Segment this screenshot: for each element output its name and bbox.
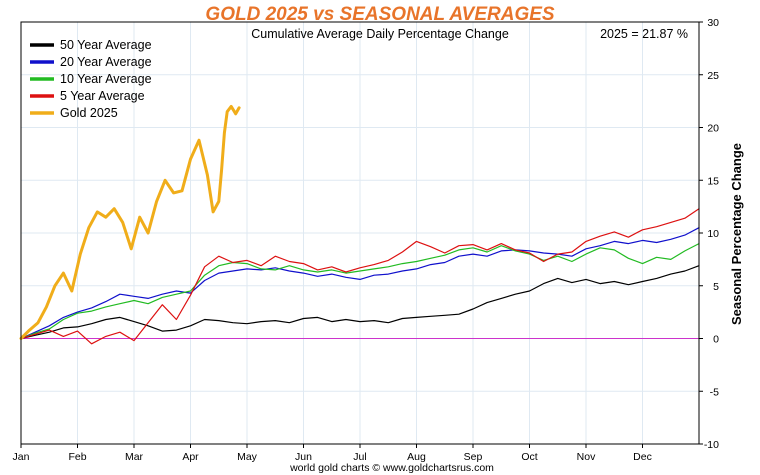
x-tick-label: Jun — [295, 451, 312, 463]
y-tick-label: 25 — [707, 70, 719, 82]
x-tick-label: Nov — [577, 451, 596, 463]
series-line-5-year-average — [20, 208, 700, 345]
legend: 50 Year Average 20 Year Average 10 Year Av… — [30, 38, 152, 120]
legend-label: Gold 2025 — [60, 106, 118, 120]
x-tick-label: Oct — [521, 451, 537, 463]
y-tick-label: -10 — [704, 439, 719, 451]
x-tick-label: Aug — [407, 451, 426, 463]
y-tick-label: 10 — [707, 228, 719, 240]
x-tick-label: Feb — [68, 451, 86, 463]
series-line-10-year-average — [20, 243, 700, 340]
legend-label: 5 Year Average — [60, 89, 145, 103]
y-tick-label: 30 — [707, 17, 719, 29]
y-tick-label: 0 — [713, 334, 719, 346]
chart-title: GOLD 2025 vs SEASONAL AVERAGES — [205, 4, 554, 25]
ytd-annotation: 2025 = 21.87 % — [600, 27, 688, 41]
series-line-20-year-average — [20, 227, 700, 340]
footer-credit: world gold charts © www.goldchartsrus.co… — [289, 462, 494, 474]
x-tick-label: Jul — [353, 451, 366, 463]
x-tick-label: Mar — [125, 451, 144, 463]
legend-label: 10 Year Average — [60, 72, 152, 86]
y-tick-label: 5 — [713, 281, 719, 293]
y-axis-label: Seasonal Percentage Change — [729, 143, 744, 325]
y-tick-label: 15 — [707, 175, 719, 187]
series-line-gold-2025 — [19, 104, 241, 340]
x-tick-label: May — [237, 451, 258, 463]
x-tick-label: Apr — [182, 451, 199, 463]
x-tick-label: Dec — [633, 451, 652, 463]
legend-label: 20 Year Average — [60, 55, 152, 69]
x-axis-ticks: Jan Feb Mar Apr May Jun Jul Aug Sep Oct Nov Dec — [13, 444, 652, 463]
x-tick-label: Sep — [464, 451, 483, 463]
legend-label: 50 Year Average — [60, 38, 152, 52]
y-axis-ticks: -10 -5 0 5 10 15 20 25 30 — [699, 17, 719, 451]
x-tick-label: Jan — [13, 451, 30, 463]
y-tick-label: -5 — [710, 386, 719, 398]
y-tick-label: 20 — [707, 123, 719, 135]
series-line-50-year-average — [20, 265, 700, 340]
chart-subtitle: Cumulative Average Daily Percentage Chan… — [251, 27, 509, 41]
series-lines — [19, 104, 700, 345]
